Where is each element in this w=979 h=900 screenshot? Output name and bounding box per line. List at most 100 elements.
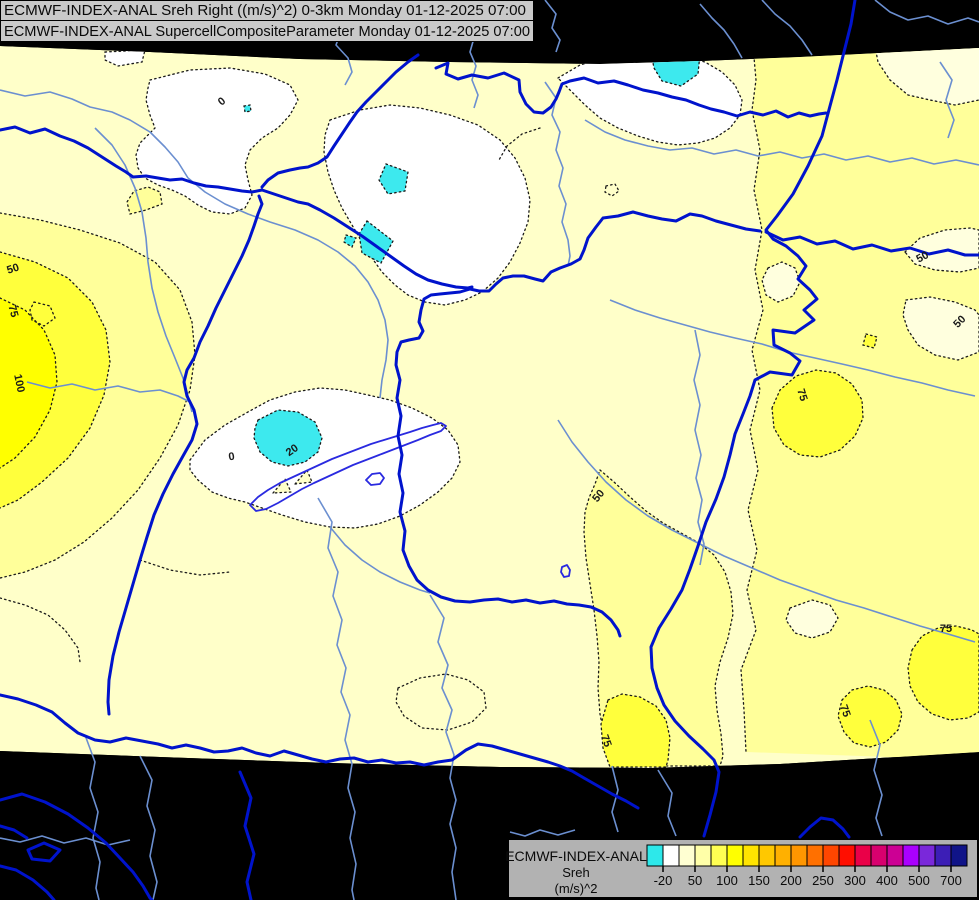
- minor-river: [544, 81, 571, 267]
- contour-value-label: 50: [914, 249, 930, 265]
- legend-swatch: [662, 844, 680, 867]
- major-river: [434, 61, 828, 119]
- minor-river: [187, 177, 389, 399]
- minor-river: [544, 0, 561, 53]
- minor-river: [874, 0, 979, 25]
- legend-tick-label: 500: [908, 873, 930, 888]
- legend-swatch: [838, 844, 856, 867]
- major-river: [260, 53, 420, 189]
- legend-swatch: [886, 844, 904, 867]
- legend-swatch: [646, 844, 664, 867]
- major-river: [798, 816, 851, 839]
- contour-region-zone_75: [907, 625, 979, 721]
- contour-region-zone_50: [126, 186, 163, 215]
- lake-outline: [249, 422, 447, 512]
- contour-line: [395, 673, 487, 731]
- minor-river: [26, 381, 191, 403]
- legend-swatch: [918, 844, 936, 867]
- contour-region-white_zone: [135, 67, 299, 215]
- contour-region-zone_75: [771, 369, 864, 458]
- title-bar-line2-bg: [0, 20, 534, 42]
- major-river: [0, 125, 264, 194]
- legend-tick-label: 50: [688, 873, 702, 888]
- contour-region-pale_zone: [875, 46, 979, 105]
- legend-colorbar: [646, 844, 968, 867]
- contour-value-label: 75: [837, 703, 852, 719]
- legend-tick-label: 250: [812, 873, 834, 888]
- legend: ECMWF-INDEX-ANAL Sreh (m/s)^2 -20 50 100 15…: [505, 839, 978, 898]
- major-river: [260, 188, 474, 290]
- legend-swatch: [758, 844, 776, 867]
- contour-region-zone_50: [583, 468, 734, 767]
- contour-line: [0, 212, 196, 579]
- contour-value-label: 75: [940, 623, 952, 635]
- contour-region-zone_75: [600, 693, 671, 768]
- legend-parameter: Sreh: [562, 865, 589, 880]
- minor-river: [557, 419, 976, 643]
- minor-river: [329, 526, 431, 594]
- minor-river: [869, 719, 883, 837]
- lakes-layer: [249, 422, 571, 578]
- contour-region-zone_75: [837, 685, 903, 748]
- legend-tick-label: 700: [940, 873, 962, 888]
- minor-river: [84, 734, 101, 900]
- major-river: [238, 770, 256, 900]
- contour-line: [0, 251, 111, 509]
- lake-outline: [560, 564, 571, 578]
- major-river: [394, 210, 762, 638]
- legend-swatch: [790, 844, 808, 867]
- legend-swatch: [710, 844, 728, 867]
- contour-value-label: 0: [228, 451, 236, 464]
- minor-river: [139, 755, 158, 900]
- legend-swatch: [902, 844, 920, 867]
- title-line2: ECMWF-INDEX-ANAL SupercellCompositeParam…: [4, 24, 530, 40]
- contour-line: [874, 46, 979, 106]
- title-line1: ECMWF-INDEX-ANAL Sreh Right ((m/s)^2) 0-…: [4, 3, 526, 19]
- contour-line: [0, 597, 81, 663]
- legend-units: (m/s)^2: [555, 881, 598, 896]
- legend-tick-label: 100: [716, 873, 738, 888]
- legend-tick-labels: -20 50 100 150 200 250 300 400 500 700: [654, 866, 962, 888]
- minor-river: [584, 119, 979, 166]
- minor-river: [509, 829, 576, 837]
- contour-region-cyan_zone: [243, 104, 252, 113]
- major-river: [0, 792, 154, 900]
- legend-tick-label: 400: [876, 873, 898, 888]
- contour-value-label: 20: [284, 442, 301, 459]
- legend-swatch: [934, 844, 952, 867]
- legend-title: ECMWF-INDEX-ANAL: [505, 848, 647, 864]
- contour-value-label: 50: [5, 262, 20, 277]
- contour-value-label: 100: [11, 373, 27, 393]
- contour-value-label: 75: [6, 304, 21, 319]
- major-river: [649, 0, 857, 838]
- major-river: [764, 230, 979, 257]
- major-river: [0, 693, 640, 810]
- contour-region-white_zone: [556, 53, 743, 146]
- contour-line: [604, 183, 620, 197]
- contour-line: [498, 127, 541, 161]
- minor-river: [611, 765, 619, 833]
- minor-river: [657, 769, 677, 837]
- contour-region-pale_zone: [761, 261, 801, 303]
- contour-value-label: 75: [794, 387, 809, 402]
- contour-region-cyan_zone: [378, 163, 409, 195]
- legend-swatch: [822, 844, 840, 867]
- contour-region-pale_zone: [785, 599, 839, 639]
- contour-region-base_fill: [271, 477, 292, 494]
- contour-region-pale_zone: [902, 296, 979, 361]
- contour-region-cyan_zone: [343, 234, 357, 248]
- legend-tick-label: -20: [654, 873, 673, 888]
- minor-river: [693, 329, 705, 566]
- minor-river: [761, 0, 813, 56]
- model-domain-field: [0, 46, 979, 768]
- coastline-island: [26, 841, 62, 863]
- minor-river: [939, 61, 955, 139]
- title-bar: ECMWF-INDEX-ANAL Sreh Right ((m/s)^2) 0-…: [0, 0, 534, 42]
- major-river: [106, 194, 264, 716]
- legend-tick-label: 150: [748, 873, 770, 888]
